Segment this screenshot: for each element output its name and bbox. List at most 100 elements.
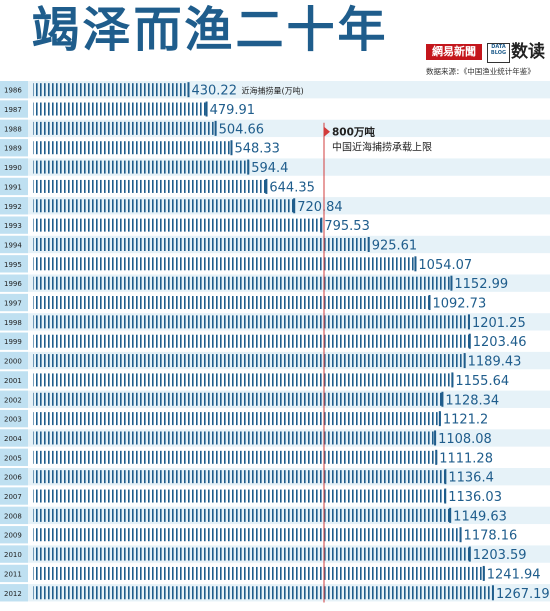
bar bbox=[33, 470, 447, 484]
year-label: 1986 bbox=[4, 87, 22, 95]
year-band bbox=[0, 197, 28, 215]
bar-end bbox=[444, 488, 447, 504]
value-label: 1149.63 bbox=[453, 509, 507, 524]
bar bbox=[33, 412, 441, 426]
value-label: 1092.73 bbox=[432, 297, 486, 312]
bar bbox=[33, 83, 190, 97]
bar-end bbox=[320, 217, 323, 233]
value-label: 1203.46 bbox=[473, 335, 527, 350]
year-label: 2011 bbox=[4, 570, 22, 578]
year-band bbox=[0, 100, 28, 118]
bar bbox=[33, 257, 417, 271]
value-label: 1111.28 bbox=[439, 451, 493, 466]
bar bbox=[33, 508, 452, 522]
bar bbox=[33, 392, 444, 406]
value-label: 795.53 bbox=[324, 219, 370, 234]
bar-end bbox=[459, 527, 462, 543]
data-source-note: 数据来源：《中国渔业统计年鉴》 bbox=[426, 67, 535, 76]
year-label: 2001 bbox=[4, 377, 22, 385]
bar-end bbox=[468, 333, 471, 349]
bar-end bbox=[265, 178, 268, 194]
year-label: 1998 bbox=[4, 319, 22, 327]
year-band bbox=[0, 371, 28, 389]
bar-end bbox=[434, 430, 437, 446]
year-label: 1993 bbox=[4, 222, 22, 230]
year-band bbox=[0, 351, 28, 370]
bar bbox=[33, 141, 233, 155]
year-label: 1997 bbox=[4, 300, 22, 308]
bar-end bbox=[463, 353, 466, 369]
bar-end bbox=[441, 391, 444, 407]
year-band bbox=[0, 293, 28, 312]
value-label: 430.22 bbox=[191, 84, 237, 99]
year-label: 2012 bbox=[4, 590, 22, 598]
value-label: 1136.03 bbox=[448, 490, 502, 505]
year-band bbox=[0, 332, 28, 350]
bar bbox=[33, 199, 296, 213]
value-label: 1178.16 bbox=[464, 529, 518, 544]
value-label: 1155.64 bbox=[455, 374, 509, 389]
year-label: 2010 bbox=[4, 551, 22, 559]
year-label: 2004 bbox=[4, 435, 22, 443]
year-band bbox=[0, 313, 28, 331]
value-label: 1201.25 bbox=[472, 316, 526, 331]
bar bbox=[33, 528, 462, 542]
value-label: 1128.34 bbox=[445, 393, 499, 408]
bar bbox=[33, 315, 470, 329]
year-band bbox=[0, 177, 28, 196]
unit-label: 近海捕捞量(万吨) bbox=[241, 86, 303, 96]
value-label: 1241.94 bbox=[487, 567, 541, 582]
year-label: 1996 bbox=[4, 280, 22, 288]
bar-end bbox=[205, 101, 208, 117]
bar-end bbox=[482, 565, 485, 581]
value-label: 594.4 bbox=[251, 161, 288, 176]
bar bbox=[33, 489, 447, 503]
year-band bbox=[0, 255, 28, 273]
bar bbox=[33, 102, 208, 116]
bar bbox=[33, 450, 438, 464]
year-band bbox=[0, 448, 28, 466]
year-band bbox=[0, 564, 28, 583]
reference-marker bbox=[324, 126, 330, 137]
year-band bbox=[0, 487, 28, 505]
bar bbox=[33, 586, 494, 600]
year-band bbox=[0, 158, 28, 176]
bar bbox=[33, 179, 268, 193]
value-label: 1136.4 bbox=[448, 471, 494, 486]
netease-logo: 網易新聞 bbox=[426, 44, 482, 60]
year-label: 2003 bbox=[4, 416, 22, 424]
year-band bbox=[0, 119, 28, 138]
value-label: 1189.43 bbox=[468, 355, 522, 370]
year-band bbox=[0, 468, 28, 486]
value-label: 925.61 bbox=[372, 238, 418, 253]
bar-end bbox=[214, 120, 217, 136]
bar-end bbox=[187, 82, 190, 98]
bar bbox=[33, 237, 370, 251]
year-label: 1989 bbox=[4, 145, 22, 153]
bar-end bbox=[491, 585, 494, 601]
year-label: 1990 bbox=[4, 164, 22, 172]
year-band bbox=[0, 274, 28, 292]
year-label: 2009 bbox=[4, 532, 22, 540]
year-band bbox=[0, 390, 28, 408]
year-label: 1994 bbox=[4, 241, 22, 249]
bar-end bbox=[293, 198, 296, 214]
bar-end bbox=[435, 449, 438, 465]
value-label: 1152.99 bbox=[454, 277, 508, 292]
reference-sublabel: 中国近海捕捞承载上限 bbox=[332, 141, 432, 154]
bar-end bbox=[468, 546, 471, 562]
bar-end bbox=[438, 411, 441, 427]
data-blog-logo: DATA BLOG bbox=[487, 43, 510, 63]
bar bbox=[33, 354, 466, 368]
bar bbox=[33, 547, 471, 561]
year-band bbox=[0, 526, 28, 544]
year-label: 1999 bbox=[4, 338, 22, 346]
year-band bbox=[0, 139, 28, 157]
value-label: 548.33 bbox=[234, 142, 279, 157]
year-band bbox=[0, 545, 28, 563]
year-band bbox=[0, 235, 28, 254]
year-label: 2007 bbox=[4, 493, 22, 501]
year-band bbox=[0, 506, 28, 525]
value-label: 504.66 bbox=[219, 122, 265, 137]
